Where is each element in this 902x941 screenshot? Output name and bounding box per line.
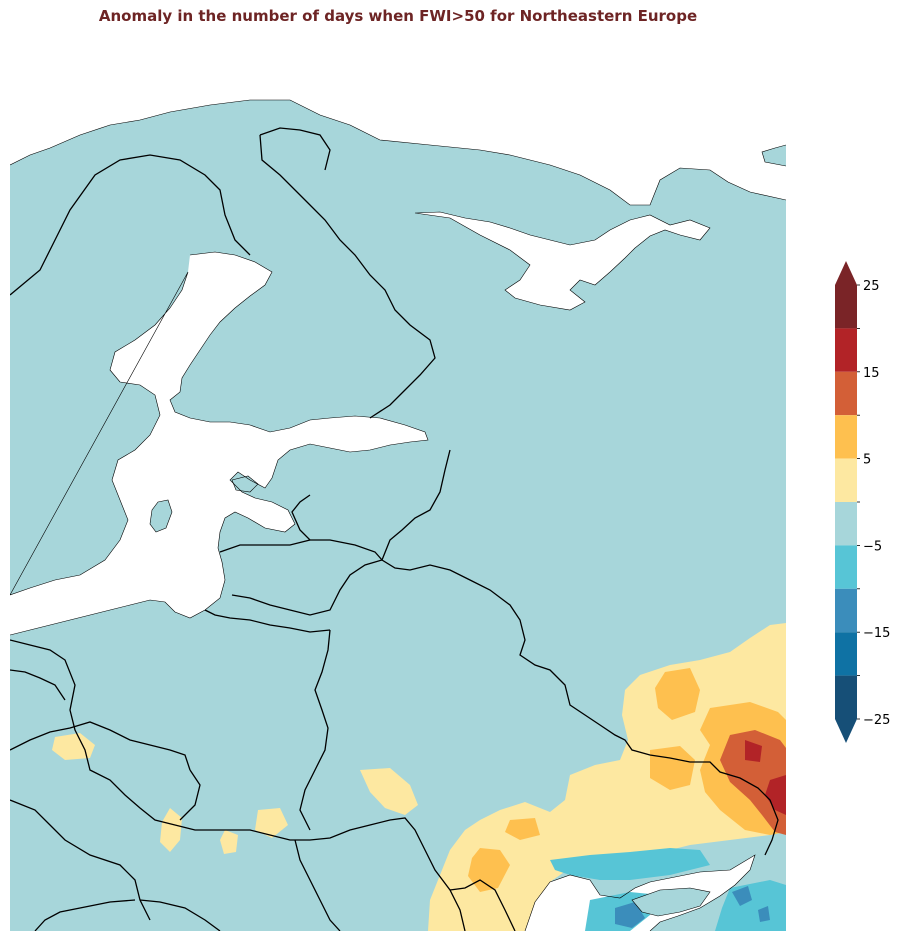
colorbar-bin — [835, 285, 857, 329]
colorbar-tick-label: −25 — [863, 713, 890, 728]
white-sea — [415, 212, 710, 310]
colorbar-tick-label: −5 — [863, 539, 882, 554]
colorbar-bin — [835, 675, 857, 719]
colorbar-tick-label: 15 — [863, 366, 880, 381]
colorbar-bin — [835, 415, 857, 459]
country-borders — [10, 127, 779, 931]
colorbar-ticks: 25 15 5 −5 −15 −25 — [857, 279, 890, 728]
anomaly-map[interactable] — [10, 40, 786, 931]
colorbar-extend-min — [835, 719, 857, 743]
gotland-island — [149, 499, 173, 533]
anomaly-bin-10-15 — [720, 730, 786, 835]
anomaly-bin-neg15-neg10 — [615, 886, 770, 928]
colorbar-bin — [835, 371, 857, 416]
map-title: Anomaly in the number of days when FWI>5… — [98, 7, 698, 25]
arctic-ocean — [10, 40, 786, 205]
colorbar-bin — [835, 632, 857, 676]
colorbar-bin — [835, 502, 857, 546]
baltic-sea — [10, 252, 428, 635]
colorbar-bin — [835, 588, 857, 633]
colorbar-tick-label: 5 — [863, 453, 871, 468]
colorbar-bin — [835, 458, 857, 502]
colorbar-tick-label: −15 — [863, 626, 890, 641]
colorbar-tick-label: 25 — [863, 279, 880, 294]
colorbar-bin — [835, 545, 857, 589]
crimea-peninsula — [631, 887, 711, 917]
colorbar-bins — [835, 261, 857, 743]
anomaly-bin-15-20 — [745, 740, 786, 815]
colorbar-bin — [835, 328, 857, 372]
coastlines — [10, 99, 786, 931]
colorbar-extend-max — [835, 261, 857, 285]
colorbar: 25 15 5 −5 −15 −25 — [835, 261, 890, 743]
